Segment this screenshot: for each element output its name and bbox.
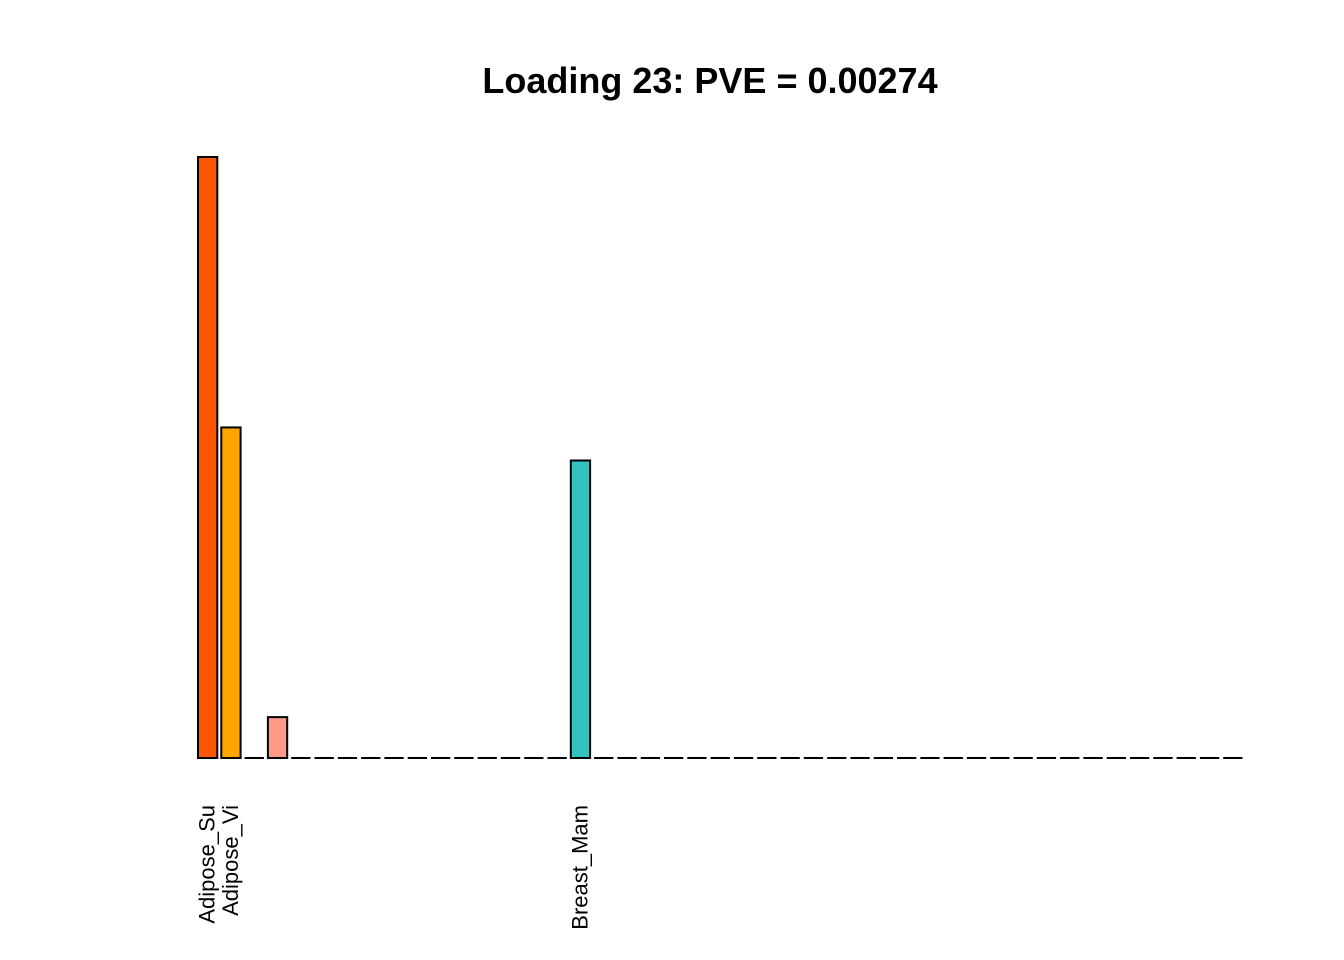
bar-Adipose_Su	[197, 156, 219, 759]
tick-label: Adipose_Su	[195, 805, 220, 924]
bar-item-4	[266, 716, 289, 760]
bar-Breast_Mam	[569, 459, 592, 759]
bar-Adipose_Vi	[220, 426, 242, 759]
tick-label: Adipose_Vi	[218, 805, 243, 916]
tick-label: Breast_Mam	[567, 805, 592, 930]
bars-group	[197, 156, 1243, 760]
chart-title: Loading 23: PVE = 0.00274	[482, 60, 937, 101]
